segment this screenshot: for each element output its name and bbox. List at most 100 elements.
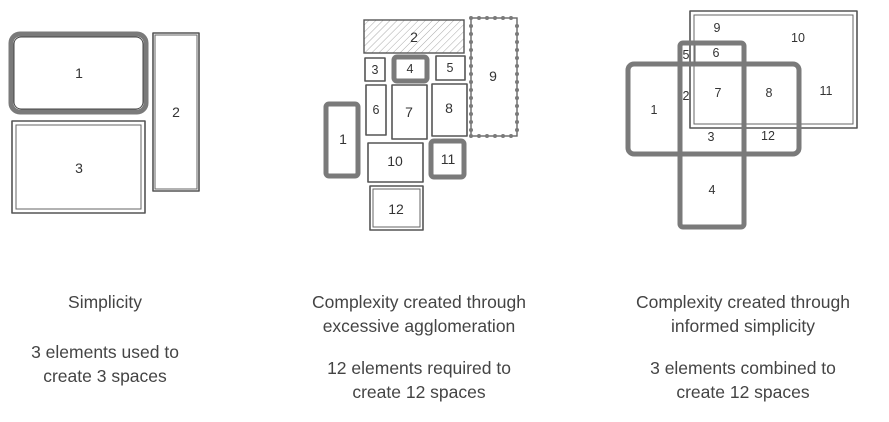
- bead-dot: [469, 104, 473, 108]
- bead-dot: [469, 134, 473, 138]
- bead-dot: [515, 72, 519, 76]
- bead-dot: [469, 48, 473, 52]
- panel-agglomeration: 2 9 3 4 5 6 7 8: [323, 16, 519, 231]
- bead-dot: [469, 88, 473, 92]
- bead-dot: [477, 134, 481, 138]
- bead-dot: [515, 32, 519, 36]
- p2-box-9-label: 9: [489, 68, 497, 84]
- caption-title-line: Complexity created through: [312, 292, 526, 312]
- bead-dot: [469, 40, 473, 44]
- bead-dot: [509, 16, 513, 20]
- caption-agglomeration: Complexity created through excessive agg…: [270, 290, 568, 404]
- bead-dot: [515, 88, 519, 92]
- bead-dot: [515, 24, 519, 28]
- bead-dot: [477, 16, 481, 20]
- p2-box-1: 1: [323, 101, 361, 179]
- caption-title-line: Simplicity: [68, 292, 142, 312]
- p3-element-vertical-bar: [677, 40, 747, 230]
- panel-informed-simplicity: 9 10 5 6 2 1 7 8 11 3 12 4: [625, 10, 858, 230]
- p2-box-12: 12: [369, 185, 424, 231]
- bead-dot: [493, 16, 497, 20]
- p2-box-12-label: 12: [388, 201, 404, 217]
- bead-dot: [469, 16, 473, 20]
- bead-dot: [515, 80, 519, 84]
- caption-description: 12 elements required to create 12 spaces: [270, 356, 568, 404]
- caption-desc-line: 3 elements used to: [31, 342, 179, 362]
- bead-dot: [501, 134, 505, 138]
- p3-space-12-label: 12: [761, 129, 775, 143]
- bead-dot: [469, 120, 473, 124]
- bead-dot: [515, 40, 519, 44]
- p3-space-4-label: 4: [709, 183, 716, 197]
- p3-space-3-label: 3: [708, 130, 715, 144]
- bead-dot: [469, 96, 473, 100]
- caption-informed-simplicity: Complexity created through informed simp…: [598, 290, 888, 404]
- bead-dot: [485, 134, 489, 138]
- p2-box-7: 7: [391, 84, 428, 140]
- bead-dot: [509, 134, 513, 138]
- bead-dot: [515, 120, 519, 124]
- p3-space-11-label: 11: [820, 84, 833, 98]
- caption-title: Simplicity: [0, 290, 210, 314]
- p2-box-11: 11: [428, 138, 467, 180]
- bead-dot: [515, 64, 519, 68]
- bead-dot: [515, 128, 519, 132]
- p1-box-2-label: 2: [172, 104, 180, 120]
- p2-box-6: 6: [365, 84, 387, 136]
- p3-space-9-label: 9: [714, 21, 721, 35]
- p2-box-8-label: 8: [445, 100, 453, 116]
- caption-title-line: Complexity created through: [636, 292, 850, 312]
- p3-space-5-label: 5: [683, 48, 690, 62]
- p1-box-2: 2: [152, 32, 200, 192]
- panel-simplicity: 1 2 3: [8, 31, 200, 214]
- caption-desc-line: create 12 spaces: [676, 382, 810, 402]
- bead-dot: [515, 96, 519, 100]
- p2-box-11-label: 11: [441, 151, 456, 167]
- p2-box-5-label: 5: [447, 61, 454, 75]
- bead-dot: [485, 16, 489, 20]
- caption-desc-line: 3 elements combined to: [650, 358, 836, 378]
- p2-box-2-label: 2: [410, 29, 418, 45]
- p3-space-1-label: 1: [651, 103, 658, 117]
- caption-title-line: informed simplicity: [671, 316, 815, 336]
- bead-dot: [515, 112, 519, 116]
- p2-box-3-label: 3: [372, 63, 379, 77]
- caption-title-line: excessive agglomeration: [322, 316, 516, 336]
- bead-dot: [515, 56, 519, 60]
- caption-description: 3 elements combined to create 12 spaces: [598, 356, 888, 404]
- p3-divider-lines: [694, 45, 696, 64]
- caption-description: 3 elements used to create 3 spaces: [0, 340, 210, 388]
- p2-box-1-label: 1: [339, 131, 347, 147]
- p3-space-7-label: 7: [715, 86, 722, 100]
- p3-space-6-label: 6: [713, 46, 720, 60]
- caption-title: Complexity created through informed simp…: [598, 290, 888, 338]
- p1-box-1: 1: [8, 31, 149, 115]
- p3-element-horizontal-bar: [625, 61, 802, 157]
- caption-desc-line: 12 elements required to: [327, 358, 511, 378]
- p2-box-10-label: 10: [387, 153, 403, 169]
- bead-dot: [501, 16, 505, 20]
- p2-box-2: 2: [363, 19, 465, 54]
- caption-desc-line: create 3 spaces: [43, 366, 167, 386]
- bead-dot: [469, 72, 473, 76]
- caption-title: Complexity created through excessive agg…: [270, 290, 568, 338]
- caption-simplicity: Simplicity 3 elements used to create 3 s…: [0, 290, 210, 388]
- bead-dot: [493, 134, 497, 138]
- bead-dot: [469, 56, 473, 60]
- p2-box-5: 5: [435, 55, 466, 81]
- caption-desc-line: create 12 spaces: [352, 382, 486, 402]
- p2-box-8: 8: [431, 83, 468, 137]
- bead-dot: [469, 128, 473, 132]
- bead-dot: [469, 112, 473, 116]
- p3-space-10-label: 10: [791, 31, 805, 45]
- p2-box-4: 4: [391, 54, 430, 84]
- p2-box-7-label: 7: [405, 104, 413, 120]
- bead-dot: [469, 24, 473, 28]
- p2-box-9: 9: [469, 16, 519, 138]
- p2-box-10: 10: [367, 142, 424, 183]
- p2-box-4-label: 4: [407, 62, 414, 76]
- bead-dot: [469, 64, 473, 68]
- p2-box-6-label: 6: [373, 103, 380, 117]
- p3-space-8-label: 8: [766, 86, 773, 100]
